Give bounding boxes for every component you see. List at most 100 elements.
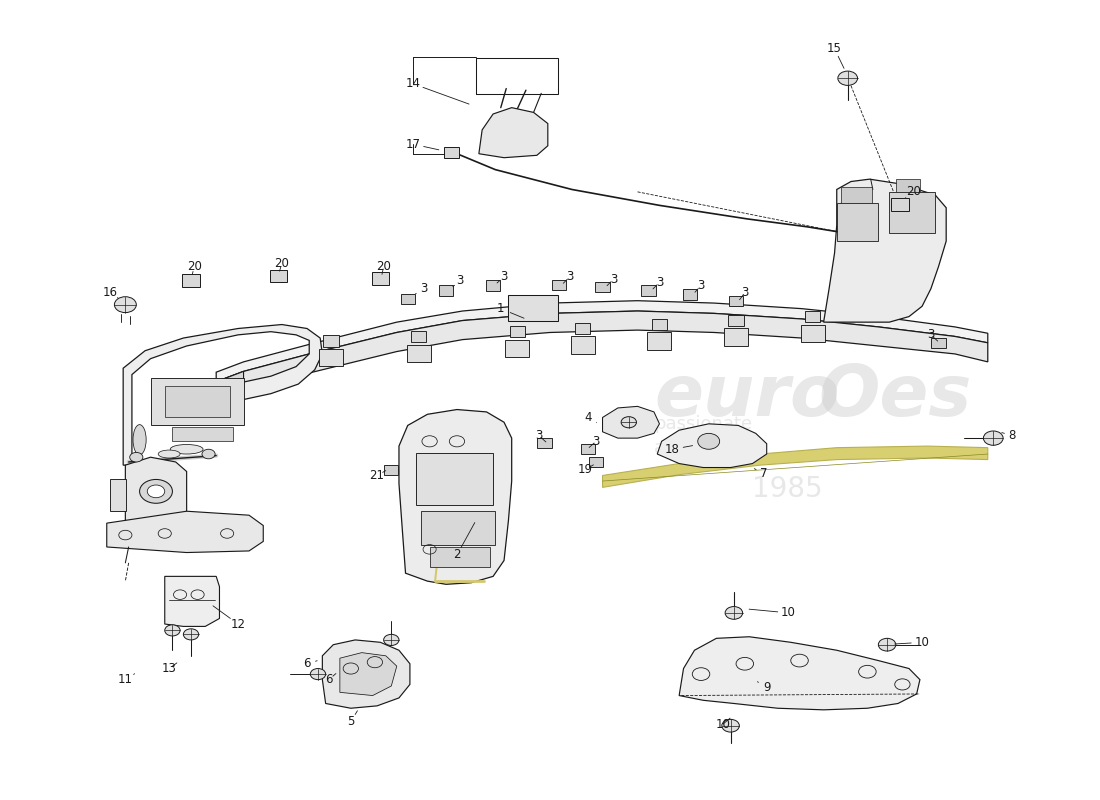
Polygon shape bbox=[123, 325, 322, 465]
Text: Oes: Oes bbox=[818, 362, 971, 430]
Circle shape bbox=[130, 453, 143, 462]
Polygon shape bbox=[658, 424, 767, 467]
Ellipse shape bbox=[133, 425, 146, 455]
Text: passionate
about: passionate about bbox=[654, 415, 752, 457]
Polygon shape bbox=[603, 406, 659, 438]
Circle shape bbox=[184, 629, 199, 640]
Text: 3: 3 bbox=[656, 276, 663, 289]
Text: 6: 6 bbox=[304, 658, 311, 670]
Text: 14: 14 bbox=[406, 78, 420, 90]
Polygon shape bbox=[217, 301, 988, 382]
Text: 10: 10 bbox=[715, 718, 730, 730]
Text: 1985: 1985 bbox=[752, 475, 823, 503]
Text: 4: 4 bbox=[584, 411, 592, 424]
Bar bbox=[581, 444, 595, 454]
Polygon shape bbox=[478, 108, 548, 158]
Circle shape bbox=[725, 606, 742, 619]
Polygon shape bbox=[505, 339, 529, 357]
Bar bbox=[475, 58, 558, 94]
Text: 19: 19 bbox=[578, 463, 593, 477]
Bar bbox=[932, 338, 946, 348]
Bar bbox=[486, 281, 500, 290]
Text: 3: 3 bbox=[697, 279, 705, 292]
Text: 9: 9 bbox=[763, 681, 770, 694]
Bar bbox=[508, 295, 558, 321]
Text: 11: 11 bbox=[118, 673, 133, 686]
Text: 3: 3 bbox=[420, 282, 428, 295]
Polygon shape bbox=[107, 511, 263, 553]
Polygon shape bbox=[217, 311, 988, 401]
Text: 3: 3 bbox=[500, 270, 508, 283]
Circle shape bbox=[983, 431, 1003, 446]
Text: 10: 10 bbox=[781, 606, 796, 619]
Text: 8: 8 bbox=[1009, 430, 1015, 442]
Bar bbox=[443, 146, 459, 158]
Polygon shape bbox=[648, 332, 671, 350]
Bar bbox=[652, 319, 667, 330]
Text: 16: 16 bbox=[102, 286, 118, 299]
Bar bbox=[895, 179, 920, 192]
Bar bbox=[183, 274, 200, 287]
Bar bbox=[889, 192, 935, 233]
Text: 20: 20 bbox=[187, 260, 201, 273]
Bar bbox=[551, 280, 565, 290]
Bar bbox=[110, 479, 126, 511]
Bar bbox=[439, 286, 453, 295]
Text: 3: 3 bbox=[927, 328, 935, 342]
Circle shape bbox=[722, 719, 739, 732]
Text: 3: 3 bbox=[536, 430, 542, 442]
Polygon shape bbox=[603, 446, 988, 487]
Bar bbox=[683, 289, 697, 299]
Text: 20: 20 bbox=[376, 260, 392, 273]
Circle shape bbox=[384, 634, 399, 646]
Circle shape bbox=[202, 450, 216, 458]
Circle shape bbox=[621, 417, 637, 428]
Bar bbox=[588, 457, 603, 467]
Polygon shape bbox=[679, 637, 920, 710]
Bar bbox=[165, 386, 230, 418]
Text: 3: 3 bbox=[609, 273, 617, 286]
Text: 20: 20 bbox=[274, 257, 289, 270]
Polygon shape bbox=[165, 576, 220, 626]
Ellipse shape bbox=[158, 450, 180, 458]
Circle shape bbox=[165, 625, 180, 636]
Bar bbox=[538, 438, 551, 448]
Bar bbox=[595, 282, 609, 292]
Bar bbox=[430, 547, 490, 567]
Polygon shape bbox=[125, 457, 187, 529]
Polygon shape bbox=[217, 371, 243, 401]
Bar bbox=[805, 311, 821, 322]
Bar bbox=[270, 270, 287, 282]
Bar bbox=[641, 286, 656, 295]
Text: 21: 21 bbox=[370, 469, 385, 482]
Polygon shape bbox=[340, 653, 397, 695]
Text: 17: 17 bbox=[406, 138, 420, 150]
Text: 3: 3 bbox=[592, 435, 600, 448]
Bar bbox=[729, 295, 744, 306]
Text: 2: 2 bbox=[453, 549, 461, 562]
Polygon shape bbox=[571, 336, 595, 354]
Text: 1: 1 bbox=[497, 302, 505, 315]
Bar bbox=[421, 511, 495, 545]
Text: 3: 3 bbox=[741, 286, 748, 299]
Bar bbox=[575, 322, 591, 334]
Bar bbox=[400, 294, 415, 304]
Circle shape bbox=[310, 669, 326, 680]
Text: 20: 20 bbox=[906, 186, 921, 198]
Text: 10: 10 bbox=[915, 636, 930, 649]
Bar bbox=[411, 331, 427, 342]
Ellipse shape bbox=[170, 445, 204, 454]
Text: 3: 3 bbox=[566, 270, 573, 283]
Bar bbox=[891, 198, 909, 211]
Circle shape bbox=[697, 434, 719, 450]
Bar bbox=[384, 465, 398, 475]
Bar bbox=[837, 203, 878, 241]
Text: 3: 3 bbox=[456, 274, 464, 287]
Circle shape bbox=[878, 638, 895, 651]
Bar bbox=[151, 378, 243, 426]
Text: 12: 12 bbox=[231, 618, 245, 630]
Text: 15: 15 bbox=[827, 42, 842, 55]
Bar bbox=[417, 454, 493, 505]
Circle shape bbox=[147, 485, 165, 498]
Polygon shape bbox=[399, 410, 512, 584]
